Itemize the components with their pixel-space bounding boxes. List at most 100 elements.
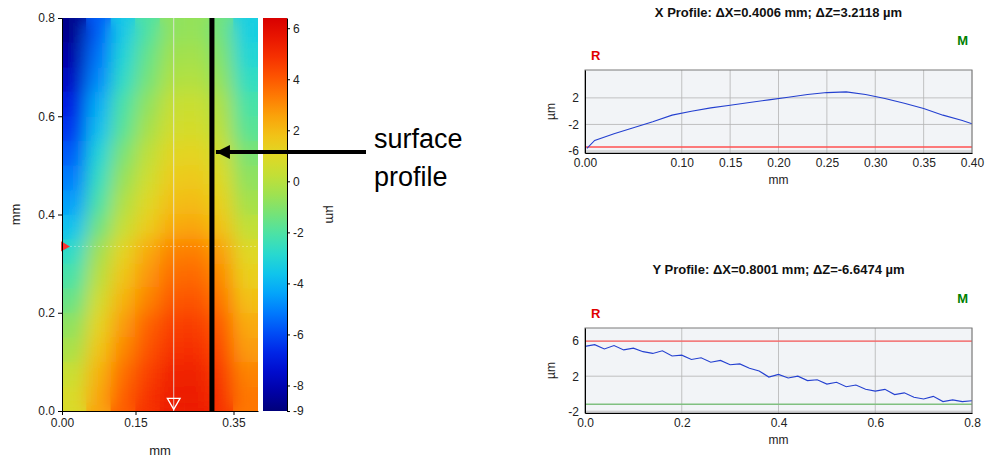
heatmap-cell xyxy=(111,337,136,362)
heatmap-cell xyxy=(136,116,161,141)
tick-label: -9 xyxy=(293,404,304,418)
tick: 0.10 xyxy=(671,153,695,170)
heatmap-cell xyxy=(234,215,259,240)
heatmap-cell-smooth xyxy=(185,313,210,338)
heatmap-cell-smooth xyxy=(234,18,259,43)
heatmap-cell-smooth xyxy=(111,141,136,166)
tick: 0.6 xyxy=(867,413,884,430)
heatmap-cell xyxy=(160,239,185,264)
heatmap-cell xyxy=(160,92,185,117)
heatmap-cell xyxy=(185,362,210,387)
heatmap-cell xyxy=(160,313,185,338)
plot-background xyxy=(585,328,972,413)
tick-label: -4 xyxy=(293,277,304,291)
heatmap-cell-smooth xyxy=(234,92,259,117)
colorbar-axis: 6420-2-4-6-8-9 xyxy=(287,19,304,419)
heatmap-cell-smooth xyxy=(234,165,259,190)
grid-line-y xyxy=(585,151,972,152)
heatmap-cell-smooth xyxy=(111,239,136,264)
tick: 0 xyxy=(287,175,300,189)
heatmap-cell xyxy=(185,92,210,117)
heatmap-cell xyxy=(62,288,87,313)
heatmap-cell xyxy=(185,337,210,362)
heatmap-cell xyxy=(111,92,136,117)
heatmap-cell-smooth xyxy=(160,215,185,240)
heatmap-cell-smooth xyxy=(136,67,161,92)
heatmap-plot xyxy=(62,18,258,411)
tick-label: -2 xyxy=(293,226,304,240)
heatmap-cell-smooth xyxy=(111,165,136,190)
heatmap-cell xyxy=(136,313,161,338)
corner-label: R xyxy=(591,48,601,63)
heatmap-cell-smooth xyxy=(87,239,112,264)
line-panel: 0.000.100.150.200.250.300.350.402-2-6X P… xyxy=(544,5,985,187)
heatmap-cell-smooth xyxy=(62,92,87,117)
tick: -6 xyxy=(568,144,585,158)
heatmap-cell-smooth xyxy=(62,288,87,313)
axis-line xyxy=(585,71,586,154)
grid-line-y xyxy=(585,376,972,377)
heatmap-cell-smooth xyxy=(185,239,210,264)
heatmap-cell xyxy=(160,288,185,313)
heatmap-cell xyxy=(87,18,112,43)
tick: 0.0 xyxy=(38,404,62,418)
heatmap-cell xyxy=(160,362,185,387)
axis-line xyxy=(586,413,973,414)
heatmap-cell-smooth xyxy=(62,141,87,166)
axis-line xyxy=(63,411,259,412)
heatmap-cell-smooth xyxy=(87,215,112,240)
heatmap-cell-smooth xyxy=(160,67,185,92)
tick-label: 0.0 xyxy=(38,404,55,418)
tick-label: 0.35 xyxy=(912,156,936,170)
heatmap-cell xyxy=(185,313,210,338)
heatmap-cell xyxy=(62,386,87,411)
axis-line xyxy=(586,153,973,154)
heatmap-cell xyxy=(87,116,112,141)
heatmap-cell xyxy=(160,215,185,240)
tick: 2 xyxy=(287,124,300,138)
heatmap-cell xyxy=(62,239,87,264)
x-axis: 0.000.150.35 xyxy=(51,411,259,430)
heatmap-cell xyxy=(234,43,259,68)
heatmap-cell xyxy=(160,141,185,166)
heatmap-cell xyxy=(185,141,210,166)
tick-label: 0 xyxy=(293,175,300,189)
heatmap-cell-smooth xyxy=(62,18,87,43)
heatmap-cell-smooth xyxy=(160,288,185,313)
heatmap-cell-smooth xyxy=(160,92,185,117)
y-axis: 2-2-6 xyxy=(568,71,585,159)
heatmap-cell xyxy=(87,239,112,264)
heatmap-cell xyxy=(111,67,136,92)
tick: -8 xyxy=(287,379,304,393)
heatmap-cell xyxy=(160,67,185,92)
heatmap-cell-smooth xyxy=(87,18,112,43)
y-profile-marker xyxy=(167,398,180,409)
tick-label: -6 xyxy=(568,144,579,158)
tick: 6 xyxy=(287,22,300,36)
tick: -2 xyxy=(287,226,304,240)
heatmap-cell xyxy=(111,313,136,338)
y-axis-title: µm xyxy=(544,362,558,379)
heatmap-cell-smooth xyxy=(136,313,161,338)
heatmap-cell xyxy=(62,190,87,215)
heatmap-cell-smooth xyxy=(111,264,136,289)
x-axis: 0.000.100.150.200.250.300.350.40 xyxy=(574,153,985,170)
tick-mark xyxy=(287,181,290,182)
tick-label: 0.15 xyxy=(124,416,148,430)
tick-label: -6 xyxy=(293,328,304,342)
heatmap-cell xyxy=(234,18,259,43)
heatmap-cell-smooth xyxy=(136,190,161,215)
heatmap-cell xyxy=(87,362,112,387)
heatmap-cell xyxy=(234,190,259,215)
heatmap-cell xyxy=(62,67,87,92)
heatmap-cell xyxy=(136,288,161,313)
heatmap-cell-smooth xyxy=(111,18,136,43)
heatmap-cell xyxy=(62,43,87,68)
heatmap-cell xyxy=(185,190,210,215)
heatmap-cell-smooth xyxy=(160,141,185,166)
heatmap-cell-smooth xyxy=(185,337,210,362)
tick-label: -2 xyxy=(568,405,579,419)
x-profile-line xyxy=(62,246,258,247)
heatmap-cell-smooth xyxy=(185,190,210,215)
heatmap-cell xyxy=(185,264,210,289)
